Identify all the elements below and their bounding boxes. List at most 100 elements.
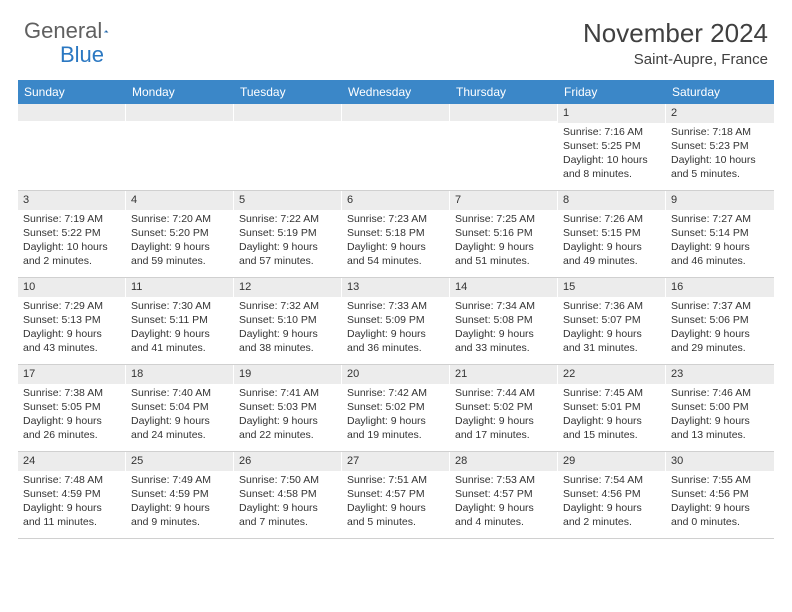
day-num-empty (234, 104, 342, 121)
sunset-text: Sunset: 5:03 PM (239, 400, 337, 414)
day-header-sunday: Sunday (18, 80, 126, 104)
sunset-text: Sunset: 5:15 PM (563, 226, 661, 240)
daylight-text: Daylight: 9 hours and 51 minutes. (455, 240, 553, 268)
day-number: 2 (666, 104, 774, 123)
daylight-text: Daylight: 9 hours and 33 minutes. (455, 327, 553, 355)
sunrise-text: Sunrise: 7:34 AM (455, 299, 553, 313)
day-number: 5 (234, 191, 342, 210)
sunset-text: Sunset: 5:02 PM (347, 400, 445, 414)
day-cell: 22Sunrise: 7:45 AMSunset: 5:01 PMDayligh… (558, 365, 666, 451)
day-number: 21 (450, 365, 558, 384)
sunrise-text: Sunrise: 7:32 AM (239, 299, 337, 313)
daylight-text: Daylight: 9 hours and 57 minutes. (239, 240, 337, 268)
day-number: 7 (450, 191, 558, 210)
sunset-text: Sunset: 5:08 PM (455, 313, 553, 327)
day-cell: 8Sunrise: 7:26 AMSunset: 5:15 PMDaylight… (558, 191, 666, 277)
day-header-row: SundayMondayTuesdayWednesdayThursdayFrid… (18, 80, 774, 104)
day-header-monday: Monday (126, 80, 234, 104)
sunrise-text: Sunrise: 7:53 AM (455, 473, 553, 487)
daylight-text: Daylight: 10 hours and 5 minutes. (671, 153, 769, 181)
day-cell: 11Sunrise: 7:30 AMSunset: 5:11 PMDayligh… (126, 278, 234, 364)
daylight-text: Daylight: 9 hours and 0 minutes. (671, 501, 769, 529)
sunrise-text: Sunrise: 7:20 AM (131, 212, 229, 226)
sunset-text: Sunset: 5:09 PM (347, 313, 445, 327)
day-num-empty (450, 104, 558, 121)
daylight-text: Daylight: 9 hours and 5 minutes. (347, 501, 445, 529)
sunrise-text: Sunrise: 7:25 AM (455, 212, 553, 226)
sunset-text: Sunset: 5:20 PM (131, 226, 229, 240)
sunrise-text: Sunrise: 7:38 AM (23, 386, 121, 400)
sunrise-text: Sunrise: 7:44 AM (455, 386, 553, 400)
day-number: 4 (126, 191, 234, 210)
sunrise-text: Sunrise: 7:40 AM (131, 386, 229, 400)
daylight-text: Daylight: 10 hours and 8 minutes. (563, 153, 661, 181)
day-content: Sunrise: 7:55 AMSunset: 4:56 PMDaylight:… (666, 471, 774, 536)
day-header-saturday: Saturday (666, 80, 774, 104)
logo-text-general: General (24, 18, 102, 44)
day-content: Sunrise: 7:30 AMSunset: 5:11 PMDaylight:… (126, 297, 234, 362)
location: Saint-Aupre, France (583, 51, 768, 68)
day-cell: 13Sunrise: 7:33 AMSunset: 5:09 PMDayligh… (342, 278, 450, 364)
sunrise-text: Sunrise: 7:18 AM (671, 125, 769, 139)
sunrise-text: Sunrise: 7:54 AM (563, 473, 661, 487)
day-content: Sunrise: 7:37 AMSunset: 5:06 PMDaylight:… (666, 297, 774, 362)
sunset-text: Sunset: 5:13 PM (23, 313, 121, 327)
day-number: 1 (558, 104, 666, 123)
day-number: 8 (558, 191, 666, 210)
day-cell: 20Sunrise: 7:42 AMSunset: 5:02 PMDayligh… (342, 365, 450, 451)
day-number: 27 (342, 452, 450, 471)
week-row: 24Sunrise: 7:48 AMSunset: 4:59 PMDayligh… (18, 452, 774, 539)
sunset-text: Sunset: 5:19 PM (239, 226, 337, 240)
day-number: 26 (234, 452, 342, 471)
week-row: 17Sunrise: 7:38 AMSunset: 5:05 PMDayligh… (18, 365, 774, 452)
sunset-text: Sunset: 4:59 PM (23, 487, 121, 501)
daylight-text: Daylight: 9 hours and 31 minutes. (563, 327, 661, 355)
day-number: 6 (342, 191, 450, 210)
day-cell (450, 104, 558, 190)
day-cell: 21Sunrise: 7:44 AMSunset: 5:02 PMDayligh… (450, 365, 558, 451)
day-cell: 3Sunrise: 7:19 AMSunset: 5:22 PMDaylight… (18, 191, 126, 277)
day-number: 12 (234, 278, 342, 297)
sunrise-text: Sunrise: 7:41 AM (239, 386, 337, 400)
sunset-text: Sunset: 4:58 PM (239, 487, 337, 501)
sunset-text: Sunset: 5:14 PM (671, 226, 769, 240)
sunset-text: Sunset: 5:02 PM (455, 400, 553, 414)
week-row: 3Sunrise: 7:19 AMSunset: 5:22 PMDaylight… (18, 191, 774, 278)
day-header-friday: Friday (558, 80, 666, 104)
sunset-text: Sunset: 4:56 PM (563, 487, 661, 501)
sunset-text: Sunset: 4:59 PM (131, 487, 229, 501)
sunset-text: Sunset: 5:25 PM (563, 139, 661, 153)
day-cell: 16Sunrise: 7:37 AMSunset: 5:06 PMDayligh… (666, 278, 774, 364)
day-content: Sunrise: 7:33 AMSunset: 5:09 PMDaylight:… (342, 297, 450, 362)
sunrise-text: Sunrise: 7:26 AM (563, 212, 661, 226)
day-number: 17 (18, 365, 126, 384)
sunrise-text: Sunrise: 7:49 AM (131, 473, 229, 487)
sunrise-text: Sunrise: 7:22 AM (239, 212, 337, 226)
daylight-text: Daylight: 9 hours and 38 minutes. (239, 327, 337, 355)
day-number: 29 (558, 452, 666, 471)
day-cell: 10Sunrise: 7:29 AMSunset: 5:13 PMDayligh… (18, 278, 126, 364)
day-cell (18, 104, 126, 190)
day-content: Sunrise: 7:16 AMSunset: 5:25 PMDaylight:… (558, 123, 666, 188)
day-content: Sunrise: 7:22 AMSunset: 5:19 PMDaylight:… (234, 210, 342, 275)
daylight-text: Daylight: 9 hours and 41 minutes. (131, 327, 229, 355)
day-cell: 7Sunrise: 7:25 AMSunset: 5:16 PMDaylight… (450, 191, 558, 277)
day-header-tuesday: Tuesday (234, 80, 342, 104)
day-content: Sunrise: 7:49 AMSunset: 4:59 PMDaylight:… (126, 471, 234, 536)
logo: General Blue (24, 18, 130, 44)
sunset-text: Sunset: 5:23 PM (671, 139, 769, 153)
day-content: Sunrise: 7:27 AMSunset: 5:14 PMDaylight:… (666, 210, 774, 275)
day-cell: 29Sunrise: 7:54 AMSunset: 4:56 PMDayligh… (558, 452, 666, 538)
sunrise-text: Sunrise: 7:30 AM (131, 299, 229, 313)
day-number: 3 (18, 191, 126, 210)
day-number: 14 (450, 278, 558, 297)
sunrise-text: Sunrise: 7:27 AM (671, 212, 769, 226)
day-number: 18 (126, 365, 234, 384)
week-row: 10Sunrise: 7:29 AMSunset: 5:13 PMDayligh… (18, 278, 774, 365)
logo-text-blue: Blue (60, 42, 104, 68)
day-cell: 25Sunrise: 7:49 AMSunset: 4:59 PMDayligh… (126, 452, 234, 538)
day-content: Sunrise: 7:23 AMSunset: 5:18 PMDaylight:… (342, 210, 450, 275)
day-cell: 18Sunrise: 7:40 AMSunset: 5:04 PMDayligh… (126, 365, 234, 451)
day-number: 13 (342, 278, 450, 297)
day-cell (234, 104, 342, 190)
